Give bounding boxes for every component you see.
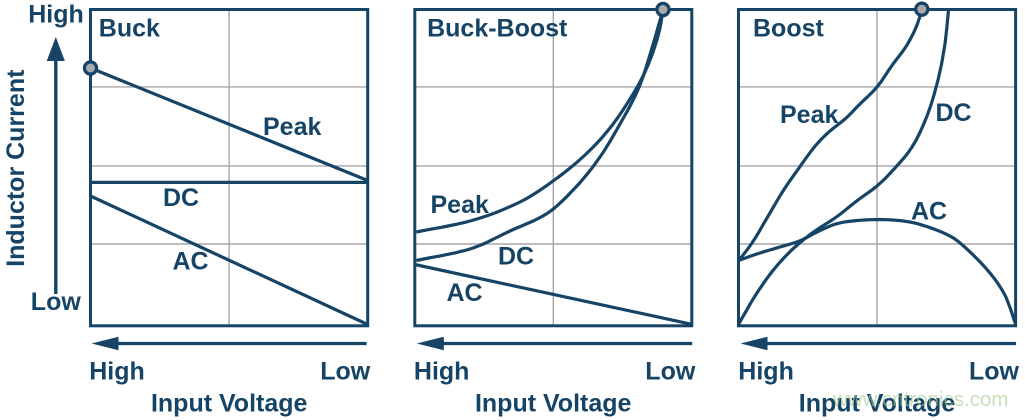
svg-text:Boost: Boost [753,15,825,43]
svg-text:High: High [28,0,84,28]
svg-text:DC: DC [163,184,199,212]
svg-text:High: High [738,358,794,386]
svg-text:High: High [89,358,145,386]
svg-text:Low: Low [645,358,696,386]
svg-text:Inductor Current: Inductor Current [2,69,30,267]
svg-text:Buck-Boost: Buck-Boost [427,15,568,43]
svg-text:Input Voltage: Input Voltage [799,390,956,418]
svg-text:Peak: Peak [263,113,321,141]
svg-text:www.cntronics.com: www.cntronics.com [832,388,1008,411]
svg-text:Input Voltage: Input Voltage [475,390,632,418]
svg-text:AC: AC [447,279,483,307]
svg-text:Input Voltage: Input Voltage [151,390,308,418]
svg-text:Low: Low [320,358,371,386]
svg-text:High: High [414,358,470,386]
svg-text:Low: Low [31,288,82,316]
svg-text:Buck: Buck [99,15,160,43]
svg-text:DC: DC [936,99,972,127]
svg-text:AC: AC [911,198,947,226]
svg-text:Peak: Peak [431,191,489,219]
svg-text:Peak: Peak [780,101,838,129]
svg-text:DC: DC [498,243,534,271]
svg-text:AC: AC [173,248,209,276]
svg-text:Low: Low [969,358,1020,386]
